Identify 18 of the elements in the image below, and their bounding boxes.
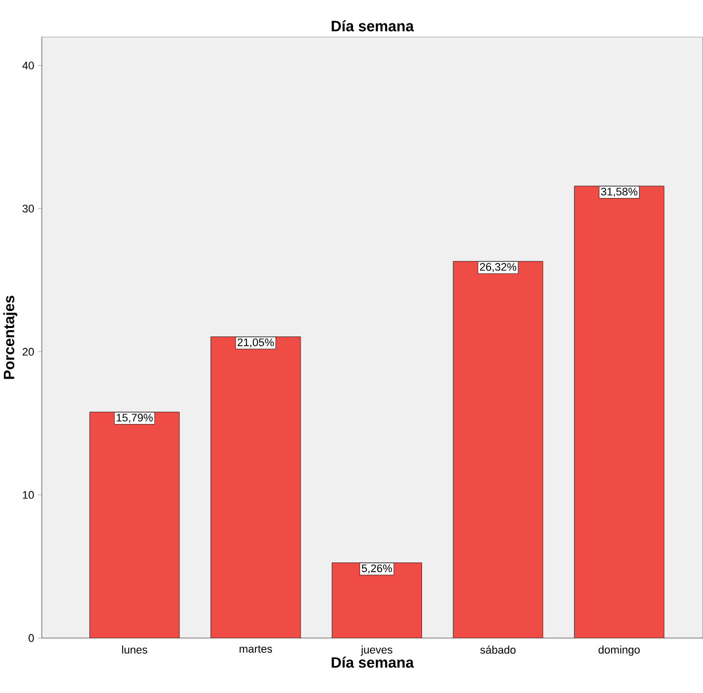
y-tick-label: 10 xyxy=(22,491,34,499)
y-tick-label: 40 xyxy=(22,62,34,70)
x-tick-label: sábado xyxy=(480,646,516,654)
x-tick-label: jueves xyxy=(360,646,392,656)
data-label: 21,05% xyxy=(238,338,274,348)
x-tick-label: domingo xyxy=(598,646,640,656)
chart-title: Día semana xyxy=(332,20,414,32)
y-tick-label: 20 xyxy=(22,348,34,356)
x-tick-label: lunes xyxy=(122,646,148,654)
y-axis-title: Porcentajes xyxy=(3,296,18,379)
x-axis-title: Día semana xyxy=(332,656,414,668)
y-tick-label: 30 xyxy=(22,204,34,213)
y-tick-label: 0 xyxy=(28,634,34,642)
data-label: 5,26% xyxy=(362,564,392,574)
data-label: 26,32% xyxy=(480,263,516,272)
data-label: 31,58% xyxy=(601,188,638,197)
x-tick-label: martes xyxy=(240,646,272,653)
data-label: 15,79% xyxy=(116,414,153,423)
